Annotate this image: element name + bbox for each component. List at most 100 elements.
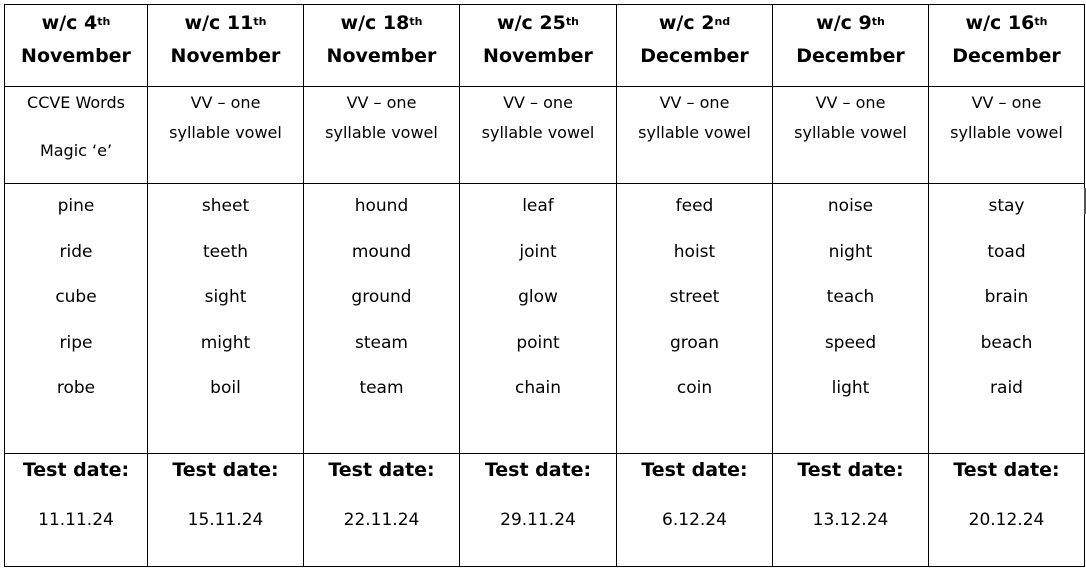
word-type-line: syllable vowel (638, 123, 751, 142)
spelling-word: sheet (201, 196, 250, 216)
spelling-word: beach (980, 332, 1033, 353)
word-type-line: VV – one (503, 93, 573, 112)
week-ordinal: th (253, 15, 267, 28)
week-ordinal: th (409, 15, 423, 28)
word-type-cell: CCVE Words Magic ‘e’ (4, 86, 148, 184)
word-type-line: syllable vowel (481, 123, 595, 142)
test-date-cell: Test date: 11.11.24 (4, 453, 148, 567)
test-date-cell: Test date: 6.12.24 (616, 453, 773, 567)
spelling-word: pine (57, 196, 95, 216)
test-date-value: 20.12.24 (968, 510, 1045, 530)
spelling-word: speed (824, 332, 877, 353)
word-type-line: syllable vowel (169, 123, 282, 142)
test-date-value: 22.11.24 (343, 510, 420, 530)
word-type-cell: VV – one syllable vowel (459, 86, 617, 184)
spelling-word: sight (204, 287, 247, 307)
spelling-word: ripe (59, 332, 93, 353)
word-type-cell: VV – one syllable vowel (147, 86, 304, 184)
page-edge-marker (1084, 188, 1086, 214)
spelling-word: leaf (522, 196, 554, 216)
week-header-row: w/c 4th November w/c 11th November w/c 18t… (4, 4, 1085, 87)
spelling-word: might (200, 332, 251, 353)
spelling-word: light (831, 378, 870, 398)
test-date-value: 29.11.24 (500, 510, 576, 530)
spelling-word: toad (987, 241, 1026, 262)
week-label: w/c 25 (497, 12, 566, 34)
month-label: November (170, 45, 281, 67)
test-date-label: Test date: (953, 459, 1060, 481)
test-date-label: Test date: (172, 459, 279, 481)
test-date-row: Test date: 11.11.24 Test date: 15.11.24 Te… (4, 453, 1085, 567)
week-header-cell: w/c 16th December (928, 4, 1085, 87)
test-date-value: 6.12.24 (662, 510, 727, 530)
spelling-word: raid (990, 378, 1023, 398)
week-label: w/c 11 (184, 12, 254, 34)
week-ordinal: th (565, 15, 579, 28)
spelling-words-cell: pine ride cube ripe robe (4, 183, 148, 454)
spelling-word: cube (55, 287, 97, 307)
spelling-words-cell: feed hoist street groan coin (616, 183, 773, 454)
spelling-word: groan (670, 332, 719, 353)
word-type-cell: VV – one syllable vowel (616, 86, 773, 184)
test-date-label: Test date: (22, 459, 130, 481)
spelling-word: steam (355, 332, 408, 353)
test-date-label: Test date: (641, 459, 748, 481)
test-date-label: Test date: (484, 459, 592, 481)
test-date-value: 15.11.24 (187, 510, 264, 530)
spelling-word: glow (518, 287, 558, 307)
week-ordinal: nd (714, 15, 731, 28)
test-date-cell: Test date: 13.12.24 (772, 453, 929, 567)
week-label: w/c 18 (340, 12, 410, 34)
test-date-cell: Test date: 20.12.24 (928, 453, 1085, 567)
week-header-cell: w/c 9th December (772, 4, 929, 87)
word-type-line: syllable vowel (794, 123, 907, 142)
spelling-word: coin (676, 378, 713, 398)
word-type-cell: VV – one syllable vowel (303, 86, 460, 184)
week-label: w/c 16 (965, 12, 1035, 34)
spelling-word: stay (988, 196, 1025, 216)
spelling-words-cell: hound mound ground steam team (303, 183, 460, 454)
word-type-line: VV – one (190, 93, 261, 112)
test-date-value: 11.11.24 (38, 510, 114, 530)
spelling-word: chain (514, 378, 562, 398)
week-ordinal: th (1034, 15, 1048, 28)
spelling-word: robe (56, 378, 96, 398)
spelling-word: ground (351, 287, 412, 307)
month-label: November (483, 45, 593, 67)
word-type-line: VV – one (659, 93, 730, 112)
spelling-word: point (516, 332, 560, 353)
spelling-word: mound (351, 241, 412, 262)
week-ordinal: th (871, 15, 885, 28)
test-date-cell: Test date: 29.11.24 (459, 453, 617, 567)
spelling-schedule-table: w/c 4th November w/c 11th November w/c 18t… (4, 4, 1085, 567)
word-type-line: VV – one (815, 93, 886, 112)
spelling-word: joint (519, 241, 557, 262)
spelling-words-row: pine ride cube ripe robe sheet teeth sig… (4, 183, 1085, 454)
spelling-word: teach (826, 287, 875, 307)
spelling-word: hoist (673, 241, 716, 262)
spelling-word: teeth (202, 241, 249, 262)
spelling-words-cell: noise night teach speed light (772, 183, 929, 454)
test-date-value: 13.12.24 (812, 510, 889, 530)
spelling-words-cell: sheet teeth sight might boil (147, 183, 304, 454)
month-label: December (640, 45, 749, 67)
week-label: w/c 4 (41, 12, 98, 34)
week-label: w/c 2 (658, 12, 715, 34)
word-type-line: syllable vowel (325, 123, 438, 142)
word-type-cell: VV – one syllable vowel (928, 86, 1085, 184)
word-type-line: CCVE Words (27, 93, 125, 112)
spelling-word: ride (59, 241, 93, 262)
test-date-cell: Test date: 22.11.24 (303, 453, 460, 567)
month-label: November (21, 45, 131, 67)
month-label: December (796, 45, 905, 67)
spelling-words-cell: leaf joint glow point chain (459, 183, 617, 454)
week-header-cell: w/c 18th November (303, 4, 460, 87)
week-header-cell: w/c 25th November (459, 4, 617, 87)
week-header-cell: w/c 2nd December (616, 4, 773, 87)
word-type-cell: VV – one syllable vowel (772, 86, 929, 184)
test-date-label: Test date: (797, 459, 904, 481)
spelling-word: night (828, 241, 873, 262)
week-label: w/c 9 (816, 12, 872, 34)
spelling-word: brain (984, 287, 1029, 307)
word-type-line: VV – one (971, 93, 1042, 112)
